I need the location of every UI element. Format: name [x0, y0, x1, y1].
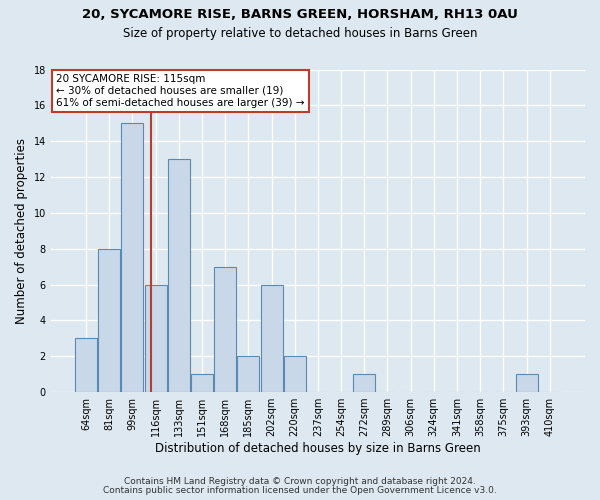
X-axis label: Distribution of detached houses by size in Barns Green: Distribution of detached houses by size … [155, 442, 481, 455]
Bar [121, 124, 143, 392]
Bar [168, 159, 190, 392]
Y-axis label: Number of detached properties: Number of detached properties [15, 138, 28, 324]
Text: 20 SYCAMORE RISE: 115sqm
← 30% of detached houses are smaller (19)
61% of semi-d: 20 SYCAMORE RISE: 115sqm ← 30% of detach… [56, 74, 305, 108]
Text: 20, SYCAMORE RISE, BARNS GREEN, HORSHAM, RH13 0AU: 20, SYCAMORE RISE, BARNS GREEN, HORSHAM,… [82, 8, 518, 20]
Bar [191, 374, 213, 392]
Text: Size of property relative to detached houses in Barns Green: Size of property relative to detached ho… [123, 28, 477, 40]
Bar [284, 356, 306, 392]
Text: Contains public sector information licensed under the Open Government Licence v3: Contains public sector information licen… [103, 486, 497, 495]
Bar [145, 284, 167, 392]
Bar [260, 284, 283, 392]
Bar [515, 374, 538, 392]
Text: Contains HM Land Registry data © Crown copyright and database right 2024.: Contains HM Land Registry data © Crown c… [124, 477, 476, 486]
Bar [75, 338, 97, 392]
Bar [98, 248, 120, 392]
Bar [238, 356, 259, 392]
Bar [353, 374, 375, 392]
Bar [214, 266, 236, 392]
